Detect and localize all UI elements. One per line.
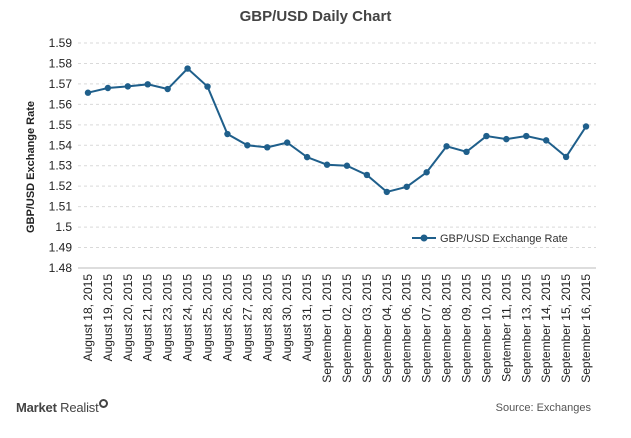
data-point [483,132,490,140]
logo-text-light: Realist [60,400,99,415]
legend-label: GBP/USD Exchange Rate [440,233,568,245]
logo-text-bold: Market [16,400,57,415]
data-point [164,85,171,93]
y-tick-label: 1.54 [49,138,73,152]
chart-title: GBP/USD Daily Chart [239,8,392,25]
data-point [443,143,450,150]
data-point [303,153,311,161]
y-tick-label: 1.53 [49,159,73,173]
x-tick-label: August 23, 2015 [161,274,175,362]
legend: GBP/USD Exchange Rate [412,233,568,245]
data-point [343,162,351,169]
data-point [562,153,570,161]
x-tick-label: August 27, 2015 [240,274,254,362]
data-point [264,144,271,151]
data-point [144,81,151,88]
series-line-group [84,65,590,196]
x-tick-label: August 28, 2015 [260,274,274,362]
data-point [463,148,470,156]
data-point [423,169,430,176]
source-note: Source: Exchanges [495,402,591,414]
y-tick-label: 1.58 [49,56,73,70]
y-tick-label: 1.56 [49,97,73,111]
y-axis-label: GBP/USD Exchange Rate [25,101,37,233]
data-point [523,132,530,140]
data-point [323,161,331,168]
x-tick-label: September 16, 2015 [579,274,593,383]
data-point [383,188,391,196]
x-tick-label: September 02, 2015 [340,274,354,383]
data-point [363,171,371,179]
data-point [503,135,510,143]
data-point [104,84,112,92]
y-tick-label: 1.51 [49,200,73,214]
data-point [124,83,132,90]
x-tick-label: September 04, 2015 [380,274,394,383]
legend-dot-marker [420,234,428,242]
data-point [84,89,92,96]
x-tick-label: September 06, 2015 [400,274,414,383]
x-tick-label: August 21, 2015 [141,274,155,362]
data-point [204,83,211,90]
y-tick-label: 1.57 [49,77,73,91]
data-point [283,139,291,146]
x-tick-label: August 19, 2015 [101,274,115,362]
data-point [542,137,550,144]
x-tick-label: August 25, 2015 [201,274,215,362]
x-tick-label: September 07, 2015 [420,274,434,383]
data-point [582,123,590,130]
x-tick-label: August 20, 2015 [121,274,135,362]
data-point [224,130,231,138]
y-tick-label: 1.48 [49,261,73,275]
y-tick-label: 1.55 [49,118,73,132]
x-tick-label: September 14, 2015 [539,274,553,383]
x-tick-label: August 24, 2015 [181,274,195,362]
x-tick-label: August 26, 2015 [220,274,234,362]
x-tick-label: September 15, 2015 [559,274,573,383]
x-tick-label: September 10, 2015 [479,274,493,383]
x-tick-label: September 13, 2015 [519,274,533,383]
data-point [403,183,410,190]
x-tick-label: September 09, 2015 [460,274,474,383]
y-tick-label: 1.49 [49,241,73,255]
x-axis-ticks: August 18, 2015 August 19, 2015 August 20,… [81,274,593,383]
x-tick-label: September 08, 2015 [440,274,454,383]
x-tick-label: August 30, 2015 [280,274,294,362]
y-axis-ticks: 1.59 1.58 1.57 1.56 1.55 1.54 1.53 1.52 1.51 1.5 1… [49,36,73,275]
x-tick-label: September 01, 2015 [320,274,334,383]
gridlines [78,42,596,249]
y-tick-label: 1.52 [49,179,73,193]
data-point [244,142,251,149]
data-point [184,65,191,72]
magnifier-icon [99,399,109,408]
market-realist-logo: Market Realist [16,399,109,415]
y-tick-label: 1.59 [49,36,73,50]
x-tick-label: August 18, 2015 [81,274,95,362]
y-tick-label: 1.5 [55,220,72,234]
series-line [87,67,587,194]
x-tick-label: September 03, 2015 [360,274,374,383]
x-tick-label: August 31, 2015 [300,274,314,362]
x-tick-label: September 11, 2015 [499,274,513,382]
